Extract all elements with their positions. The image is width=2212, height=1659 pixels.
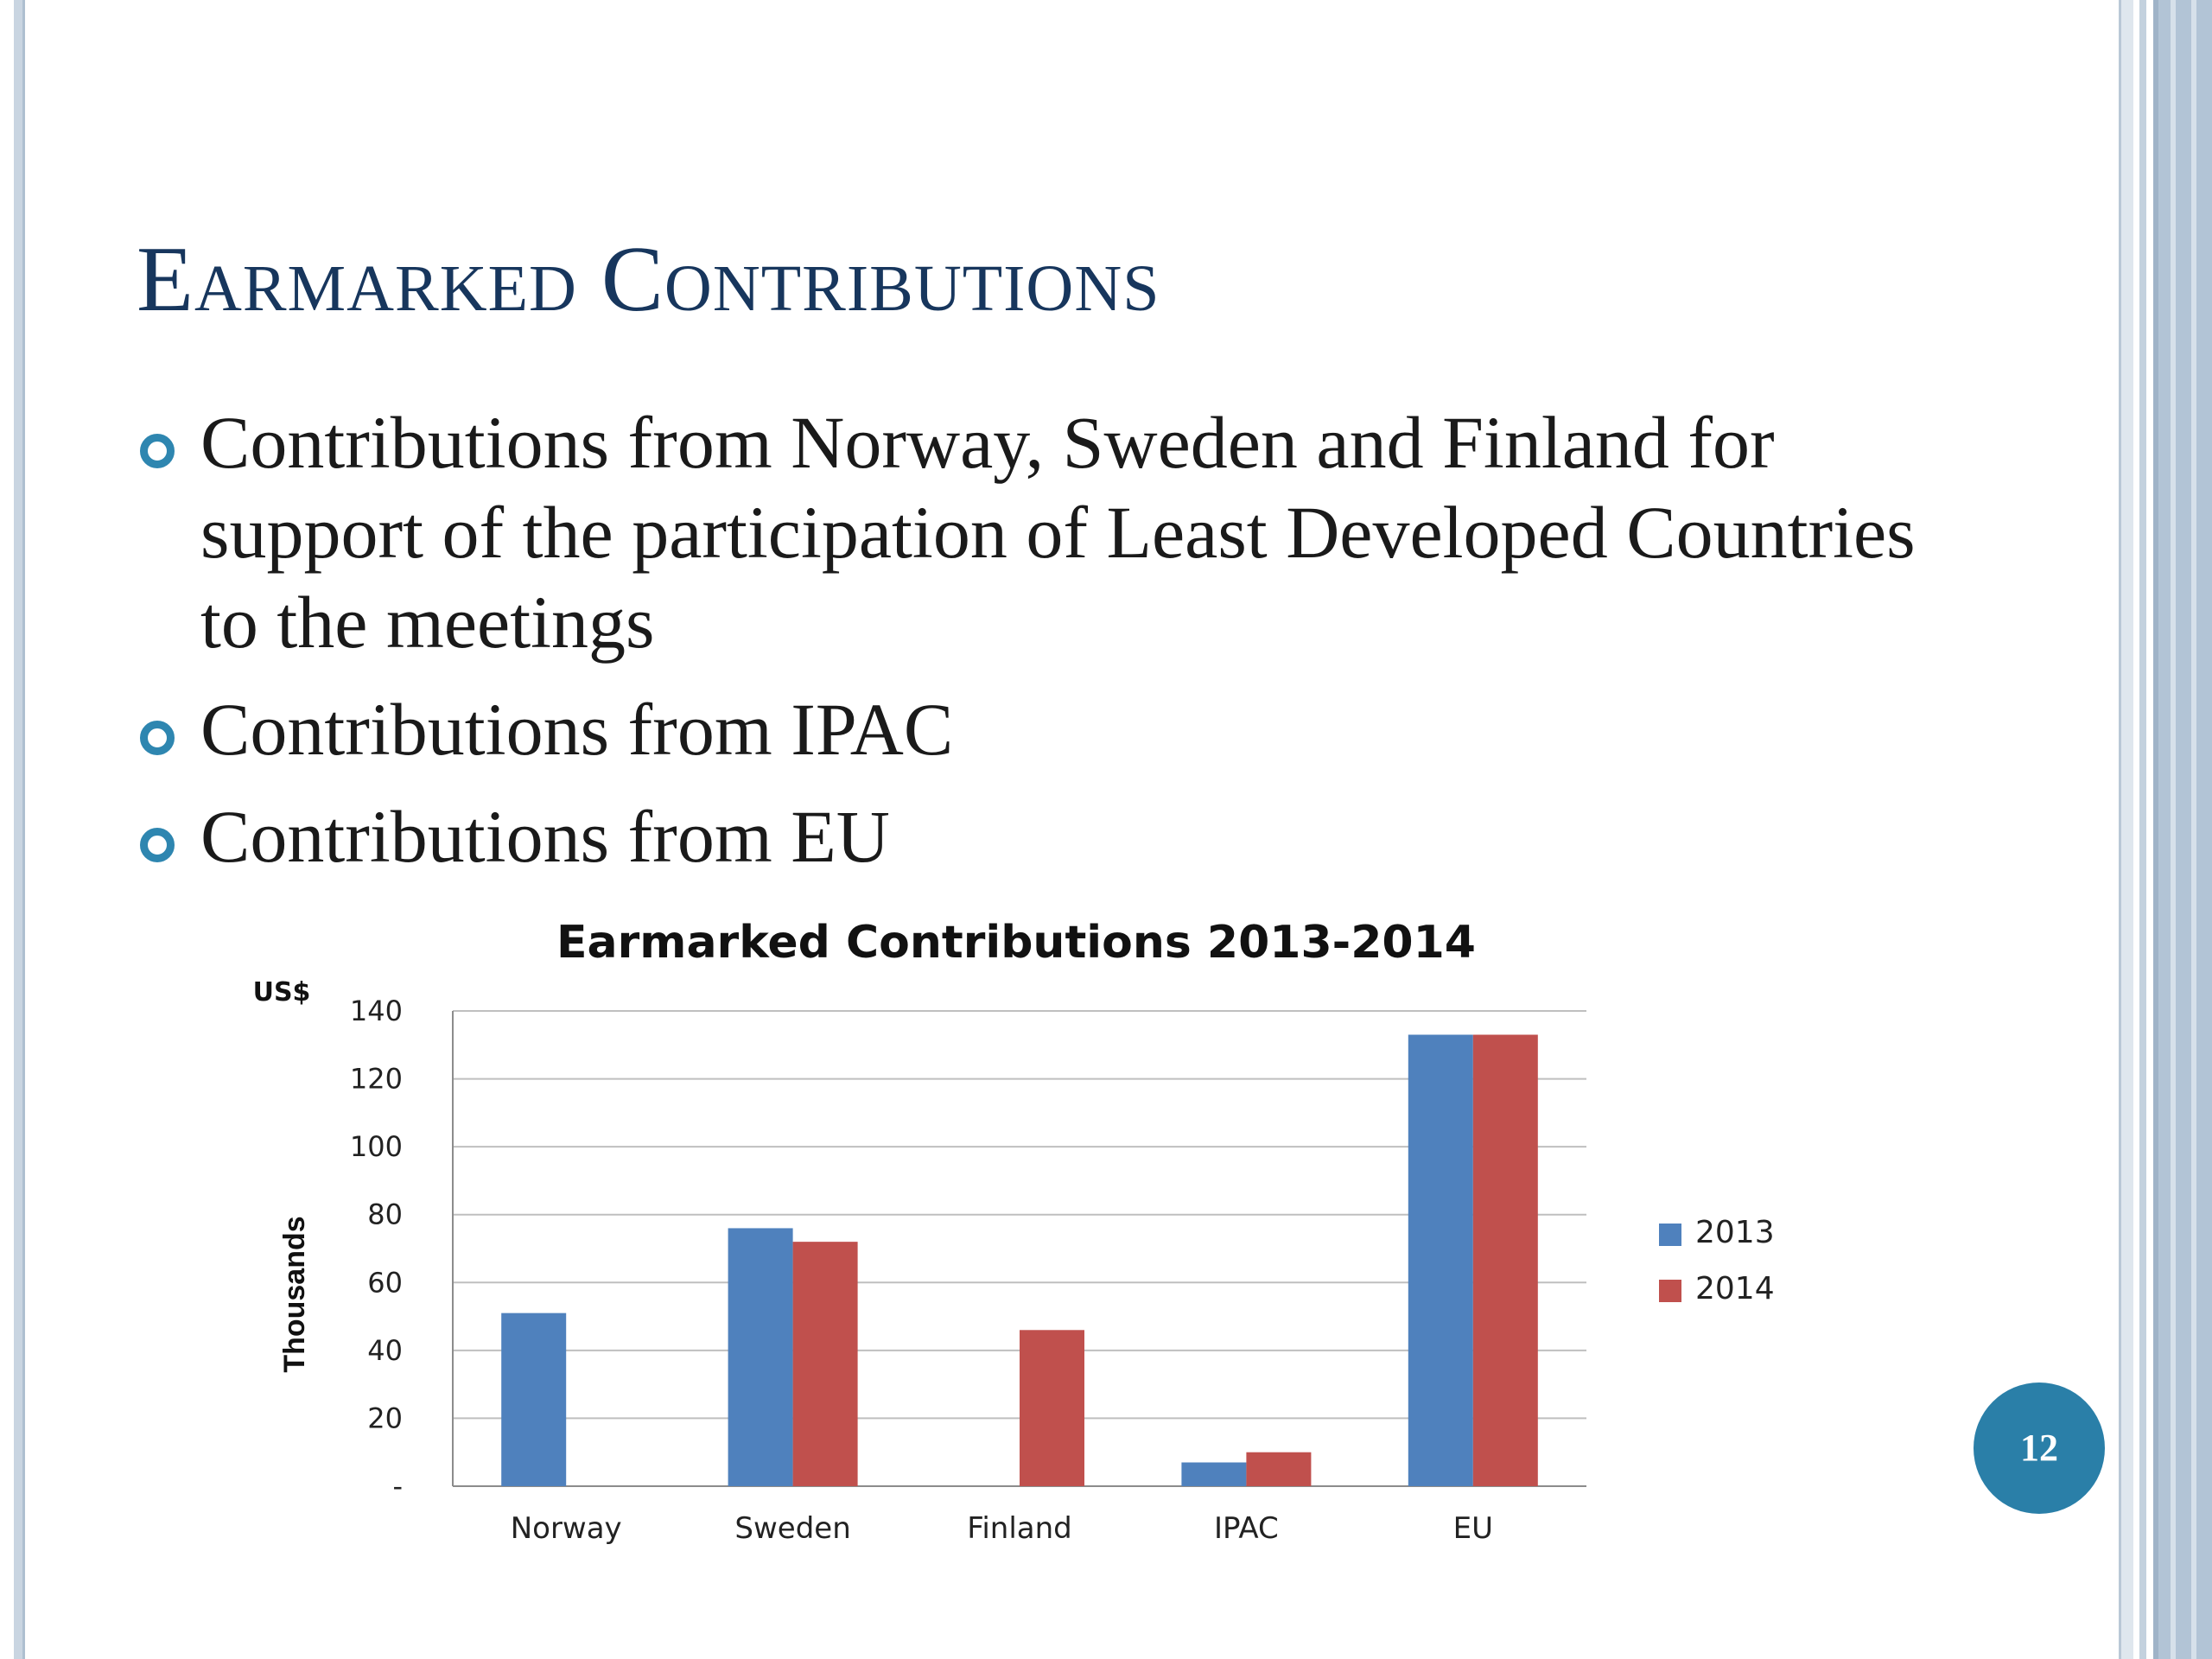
- legend: 2013 2014: [1659, 1215, 1775, 1306]
- bullet-text: Contributions from EU: [200, 795, 890, 878]
- y-tick-label: 120: [350, 1063, 403, 1096]
- bullet-item: Contributions from EU: [137, 791, 1951, 881]
- x-tick-label: Sweden: [734, 1511, 850, 1546]
- y-tick-label: 40: [367, 1334, 403, 1367]
- bullet-text: Contributions from Norway, Sweden and Fi…: [200, 401, 1916, 664]
- y-axis-label: Thousands: [278, 1216, 311, 1372]
- chart-title: Earmarked Contributions 2013-2014: [556, 917, 1476, 969]
- right-frame-stripe: [2171, 0, 2176, 1659]
- x-tick-labels: Norway Sweden Finland IPAC EU: [511, 1511, 1493, 1546]
- right-frame-stripe: [2119, 0, 2133, 1659]
- legend-label: 2014: [1695, 1271, 1775, 1306]
- y-tick-label: 140: [350, 995, 403, 1027]
- page-number-badge: 12: [1974, 1382, 2105, 1514]
- bullet-circle-icon: [140, 828, 175, 862]
- bar-eu-2013: [1408, 1034, 1473, 1486]
- bullet-circle-icon: [140, 434, 175, 468]
- y-tick-label: 60: [367, 1266, 403, 1299]
- unit-label: US$: [253, 977, 311, 1007]
- bars: [501, 1034, 1538, 1486]
- bar-ipac-2014: [1246, 1452, 1312, 1486]
- left-border-rule: [14, 0, 25, 1659]
- bar-ipac-2013: [1181, 1462, 1247, 1486]
- right-frame-stripe: [2191, 0, 2196, 1659]
- y-tick-label: 20: [367, 1402, 403, 1434]
- x-tick-label: Finland: [967, 1511, 1072, 1546]
- y-tick-labels: - 20 40 60 80 100 120 140: [350, 995, 403, 1503]
- bullet-text: Contributions from IPAC: [200, 688, 954, 771]
- legend-swatch-2013: [1659, 1224, 1681, 1246]
- bullet-item: Contributions from Norway, Sweden and Fi…: [137, 397, 1951, 667]
- bar-eu-2014: [1472, 1034, 1538, 1486]
- bar-sweden-2013: [728, 1228, 793, 1486]
- legend-label: 2013: [1695, 1215, 1775, 1250]
- y-tick-label: -: [392, 1470, 403, 1503]
- bullet-list: Contributions from Norway, Sweden and Fi…: [137, 397, 1951, 899]
- legend-swatch-2014: [1659, 1280, 1681, 1302]
- bar-norway-2013: [501, 1313, 567, 1486]
- right-frame-stripe: [2153, 0, 2212, 1659]
- bar-finland-2014: [1020, 1330, 1084, 1486]
- slide-title: Earmarked Contributions: [137, 228, 1160, 331]
- y-tick-label: 100: [350, 1130, 403, 1163]
- x-tick-label: Norway: [511, 1511, 622, 1546]
- y-tick-label: 80: [367, 1198, 403, 1231]
- x-tick-label: IPAC: [1214, 1511, 1279, 1546]
- x-tick-label: EU: [1453, 1511, 1493, 1546]
- right-frame-stripe: [2139, 0, 2146, 1659]
- bullet-circle-icon: [140, 721, 175, 755]
- bullet-item: Contributions from IPAC: [137, 684, 1951, 774]
- bar-sweden-2014: [792, 1242, 858, 1486]
